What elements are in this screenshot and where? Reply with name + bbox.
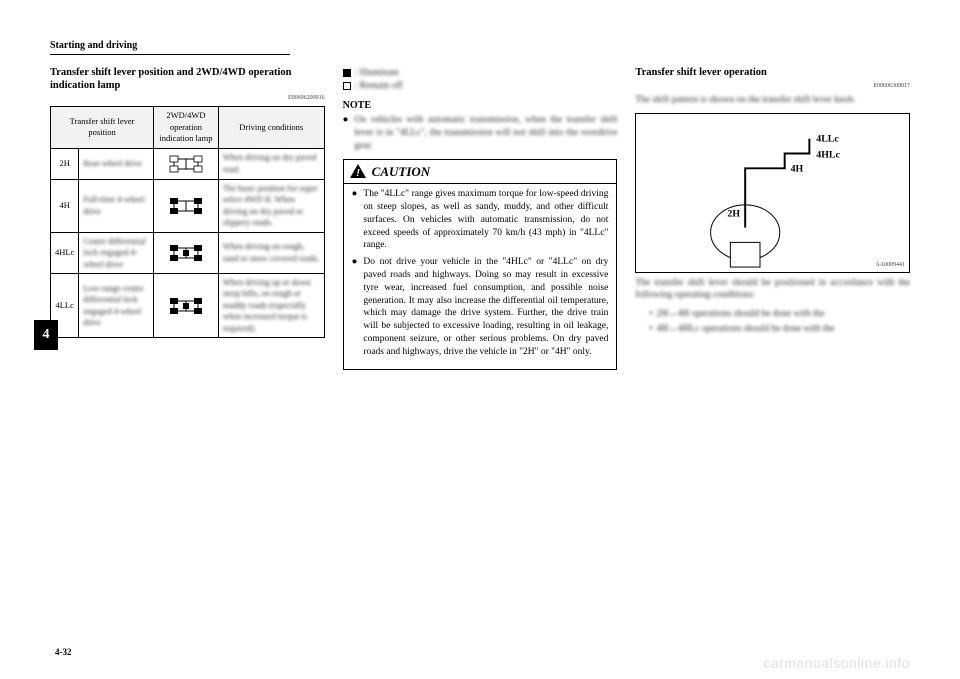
column-2: : Illuminate : Remain off NOTE ● On vehi…	[343, 67, 618, 370]
cell-cond: When driving on rough, sand or snow cove…	[218, 232, 324, 273]
bullet-icon: ●	[352, 256, 358, 363]
caution-box: ! CAUTION ● The "4LLc" range gives maxim…	[343, 159, 618, 370]
caution-text-2: Do not drive your vehicle in the "4HLc" …	[363, 256, 608, 359]
table-row: 4LLc Low-range centre differential lock …	[51, 273, 325, 337]
bullet-icon: ●	[352, 188, 358, 256]
col3-intro: The shift pattern is shown on the transf…	[635, 94, 910, 107]
shift-pattern-diagram: 4LLc 4HLc 4H 2H AA0009441	[635, 113, 910, 273]
cell-pos: 2H	[51, 148, 79, 179]
page-number: 4-32	[55, 647, 72, 657]
watermark: carmanualsonline.info	[763, 655, 910, 671]
table-row: 4H Full-time 4-wheel drive	[51, 179, 325, 232]
note-text: On vehicles with automatic transmission,…	[354, 114, 617, 152]
table-row: 4HLc Centre differential lock engaged 4-…	[51, 232, 325, 273]
cell-desc: Centre differential lock engaged 4-wheel…	[79, 232, 154, 273]
note-body: ● On vehicles with automatic transmissio…	[343, 114, 618, 152]
col1-title: Transfer shift lever position and 2WD/4W…	[50, 67, 325, 92]
transfer-table: Transfer shift lever position 2WD/4WD op…	[50, 106, 325, 338]
label-4hlc: 4HLc	[817, 149, 841, 160]
table-row: 2H Rear-wheel drive	[51, 148, 325, 179]
cell-lamp	[154, 179, 219, 232]
column-1: Transfer shift lever position and 2WD/4W…	[50, 67, 325, 370]
shift-pattern-svg: 4LLc 4HLc 4H 2H	[636, 114, 909, 272]
col3-code: E00606300017	[635, 82, 910, 90]
caution-body: ● The "4LLc" range gives maximum torque …	[344, 184, 617, 369]
th-conditions: Driving conditions	[218, 107, 324, 148]
caution-title: CAUTION	[372, 163, 431, 181]
cell-lamp	[154, 232, 219, 273]
label-4h: 4H	[791, 163, 804, 174]
lamp-icon	[166, 241, 206, 265]
label-4llc: 4LLc	[817, 133, 840, 144]
square-outline-icon	[343, 82, 351, 90]
cell-desc: Full-time 4-wheel drive	[79, 179, 154, 232]
page-container: Starting and driving 4 Transfer shift le…	[0, 0, 960, 679]
caution-header: ! CAUTION	[344, 160, 617, 185]
col1-code: E00606200016	[50, 94, 325, 102]
label-2h: 2H	[728, 208, 741, 219]
lamp-icon	[166, 294, 206, 318]
section-header: Starting and driving	[50, 40, 290, 55]
warning-triangle-icon: !	[350, 164, 366, 178]
diagram-code: AA0009441	[875, 261, 905, 269]
chapter-tab: 4	[34, 320, 58, 350]
content-columns: Transfer shift lever position and 2WD/4W…	[50, 67, 910, 370]
list-item: 4H↔4HLc operations should be done with t…	[649, 323, 910, 336]
cell-pos: 4HLc	[51, 232, 79, 273]
caution-text-1: The "4LLc" range gives maximum torque fo…	[363, 188, 608, 252]
square-filled-icon	[343, 69, 351, 77]
cell-cond: The basic position for super select 4WD …	[218, 179, 324, 232]
cell-lamp	[154, 273, 219, 337]
operation-list: 2H↔4H operations should be done with the…	[635, 308, 910, 336]
th-lamp: 2WD/4WD operation indication lamp	[154, 107, 219, 148]
col3-title: Transfer shift lever operation	[635, 67, 910, 80]
col3-para2: The transfer shift lever should be posit…	[635, 277, 910, 303]
lamp-icon	[166, 152, 206, 176]
list-item: 2H↔4H operations should be done with the	[649, 308, 910, 321]
cell-cond: When driving on dry paved road.	[218, 148, 324, 179]
cell-desc: Low-range centre differential lock engag…	[79, 273, 154, 337]
cell-desc: Rear-wheel drive	[79, 148, 154, 179]
column-3: Transfer shift lever operation E00606300…	[635, 67, 910, 370]
th-position: Transfer shift lever position	[51, 107, 154, 148]
cell-lamp	[154, 148, 219, 179]
lamp-icon	[166, 194, 206, 218]
bullet-icon: ●	[343, 114, 349, 152]
note-heading: NOTE	[343, 99, 618, 113]
legend-off: : Remain off	[355, 80, 403, 93]
cell-pos: 4H	[51, 179, 79, 232]
cell-cond: When driving up or down steep hills, on …	[218, 273, 324, 337]
legend: : Illuminate : Remain off	[343, 67, 618, 93]
legend-on: : Illuminate	[355, 67, 399, 80]
